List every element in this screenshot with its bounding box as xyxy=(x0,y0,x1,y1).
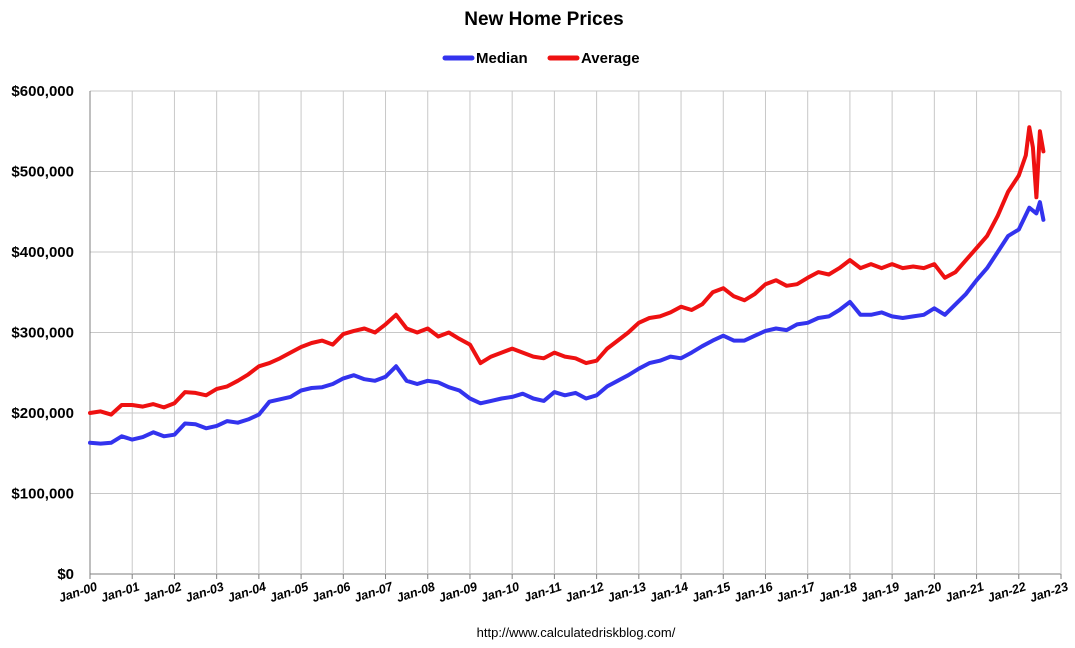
x-tick-label: Jan-10 xyxy=(479,580,521,606)
x-tick-label: Jan-18 xyxy=(817,580,859,606)
x-tick-label: Jan-02 xyxy=(141,580,183,606)
x-tick-label: Jan-23 xyxy=(1028,580,1070,606)
x-tick-label: Jan-04 xyxy=(226,580,268,606)
source-credit: http://www.calculatedriskblog.com/ xyxy=(477,625,676,640)
x-tick-label: Jan-09 xyxy=(437,580,479,606)
x-tick-label: Jan-05 xyxy=(268,579,311,605)
x-tick-label: Jan-15 xyxy=(690,579,733,605)
x-tick-label: Jan-01 xyxy=(99,580,141,606)
x-tick-label: Jan-00 xyxy=(57,580,99,606)
legend-label-median: Median xyxy=(476,50,528,67)
y-tick-label: $0 xyxy=(57,566,74,583)
y-tick-label: $500,000 xyxy=(11,164,74,181)
y-tick-label: $200,000 xyxy=(11,405,74,422)
legend: Median Average xyxy=(442,50,640,67)
series-line-average xyxy=(88,125,1046,417)
x-tick-label: Jan-17 xyxy=(775,579,818,605)
x-tick-label: Jan-08 xyxy=(395,580,437,606)
x-tick-label: Jan-11 xyxy=(522,580,563,605)
x-tick-label: Jan-03 xyxy=(184,580,226,606)
series-line-median xyxy=(88,200,1046,446)
x-tick-label: Jan-19 xyxy=(859,580,901,606)
x-tick-label: Jan-20 xyxy=(901,580,943,606)
y-tick-label: $400,000 xyxy=(11,244,74,261)
chart-title: New Home Prices xyxy=(464,9,623,30)
y-tick-label: $100,000 xyxy=(11,486,74,503)
x-tick-label: Jan-16 xyxy=(732,579,775,605)
x-tick-label: Jan-14 xyxy=(648,580,690,606)
legend-label-average: Average xyxy=(581,50,640,67)
x-tick-label: Jan-13 xyxy=(606,580,648,606)
y-tick-label: $300,000 xyxy=(11,325,74,342)
x-tick-label: Jan-22 xyxy=(986,580,1028,606)
plot-area: $0 $100,000 $200,000 $300,000 $400,000 $500,0… xyxy=(11,83,1070,605)
x-tick-label: Jan-07 xyxy=(352,579,395,605)
x-tick-label: Jan-21 xyxy=(943,580,985,606)
x-tick-label: Jan-06 xyxy=(310,579,353,605)
y-tick-label: $600,000 xyxy=(11,83,74,100)
x-tick-label: Jan-12 xyxy=(564,580,606,606)
